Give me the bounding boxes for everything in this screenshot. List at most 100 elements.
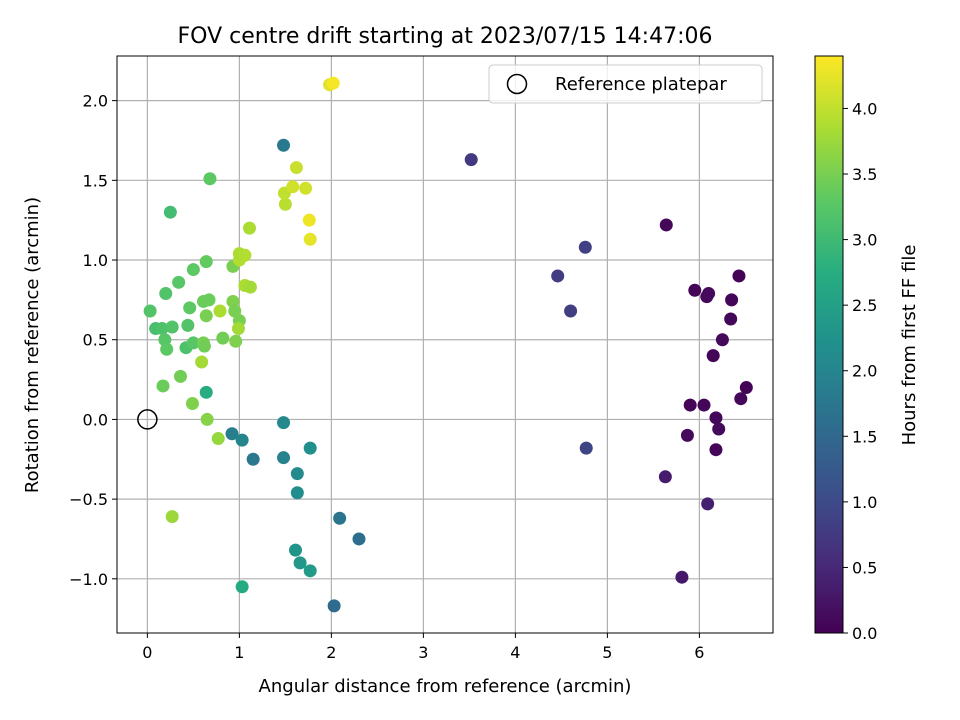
x-tick-label: 3 — [418, 643, 428, 662]
scatter-point — [155, 322, 169, 336]
y-tick-label: −0.5 — [69, 490, 108, 509]
x-tick-label: 5 — [602, 643, 612, 662]
colorbar-label: Hours from first FF file — [899, 245, 920, 446]
y-tick-label: 1.5 — [83, 171, 108, 190]
scatter-point — [203, 172, 217, 186]
scatter-point — [183, 301, 197, 315]
y-tick-label: 0.0 — [83, 410, 108, 429]
scatter-point — [181, 318, 195, 332]
scatter-point — [578, 240, 592, 254]
scatter-point — [352, 532, 366, 546]
scatter-points — [143, 76, 753, 613]
x-tick-label: 6 — [694, 643, 704, 662]
scatter-point — [200, 412, 214, 426]
scatter-point — [197, 339, 211, 353]
plot-frame — [116, 55, 774, 634]
scatter-point — [303, 564, 317, 578]
scatter-point — [688, 283, 702, 297]
scatter-point — [715, 333, 729, 347]
scatter-point — [165, 320, 179, 334]
scatter-point — [709, 411, 723, 425]
scatter-point — [246, 452, 260, 466]
scatter-point — [683, 398, 697, 412]
scatter-point — [277, 416, 291, 430]
colorbar-tick-label: 3.5 — [852, 165, 877, 184]
colorbar-tick-label: 3.0 — [852, 231, 877, 250]
scatter-point — [202, 293, 216, 307]
scatter-point — [211, 432, 225, 446]
scatter-point — [165, 510, 179, 524]
legend: Reference platepar — [488, 64, 763, 104]
scatter-point — [199, 385, 213, 399]
scatter-point — [706, 349, 720, 363]
scatter-point — [680, 428, 694, 442]
scatter-point — [739, 381, 753, 395]
scatter-point — [143, 304, 157, 318]
colorbar-tick-label: 1.5 — [852, 427, 877, 446]
scatter-point — [712, 422, 726, 436]
colorbar-tick-label: 2.0 — [852, 362, 877, 381]
scatter-point — [242, 221, 256, 235]
scatter-point — [725, 293, 739, 307]
scatter-point — [658, 470, 672, 484]
scatter-point — [173, 369, 187, 383]
x-axis-ticks: 0 1 2 3 4 5 6 — [142, 633, 704, 662]
y-tick-label: −1.0 — [69, 570, 108, 589]
scatter-point — [333, 511, 347, 525]
legend-reference-label: Reference platepar — [555, 74, 727, 95]
scatter-point — [697, 398, 711, 412]
colorbar: 0.0 0.5 1.0 1.5 2.0 2.5 3.0 3.5 4.0 Hours from f… — [814, 55, 920, 643]
scatter-point — [732, 269, 746, 283]
colorbar-ticks: 0.0 0.5 1.0 1.5 2.0 2.5 3.0 3.5 4.0 — [843, 99, 877, 643]
scatter-point — [216, 331, 230, 345]
scatter-point — [551, 269, 565, 283]
scatter-point — [286, 180, 300, 194]
y-axis-label: Rotation from reference (arcmin) — [22, 197, 43, 493]
scatter-point — [288, 543, 302, 557]
scatter-point — [701, 497, 715, 511]
scatter-point — [326, 76, 340, 90]
scatter-point — [303, 441, 317, 455]
scatter-point — [186, 336, 200, 350]
y-axis-ticks: −1.0 −0.5 0.0 0.5 1.0 1.5 2.0 — [69, 92, 117, 589]
scatter-point — [659, 218, 673, 232]
scatter-point — [195, 355, 209, 369]
scatter-point — [464, 153, 478, 167]
scatter-point — [564, 304, 578, 318]
colorbar-tick-label: 1.0 — [852, 493, 877, 512]
scatter-point — [289, 161, 303, 175]
scatter-point — [159, 286, 173, 300]
scatter-point — [303, 232, 317, 246]
scatter-point — [199, 255, 213, 269]
colorbar-tick-label: 0.0 — [852, 624, 877, 643]
x-axis-label: Angular distance from reference (arcmin) — [259, 676, 632, 697]
scatter-point — [278, 197, 292, 211]
scatter-point — [327, 599, 341, 613]
y-tick-label: 2.0 — [83, 92, 108, 111]
scatter-point — [724, 312, 738, 326]
y-tick-label: 0.5 — [83, 331, 108, 350]
scatter-point — [277, 138, 291, 152]
scatter-point — [709, 443, 723, 457]
colorbar-tick-label: 0.5 — [852, 558, 877, 577]
scatter-point — [734, 392, 748, 406]
scatter-point — [702, 286, 716, 300]
reference-platepar-marker — [137, 409, 158, 430]
x-tick-label: 0 — [142, 643, 152, 662]
scatter-point — [160, 342, 174, 356]
plot-area — [117, 56, 773, 633]
x-tick-label: 1 — [234, 643, 244, 662]
scatter-point — [172, 275, 186, 289]
colorbar-tick-label: 2.5 — [852, 296, 877, 315]
legend-reference-marker — [506, 73, 528, 95]
scatter-point — [235, 580, 249, 594]
scatter-point — [675, 570, 689, 584]
scatter-point — [579, 441, 593, 455]
scatter-point — [225, 427, 239, 441]
x-tick-label: 2 — [326, 643, 336, 662]
scatter-point — [302, 213, 316, 227]
scatter-point — [163, 205, 177, 219]
y-tick-label: 1.0 — [83, 251, 108, 270]
colorbar-tick-label: 4.0 — [852, 99, 877, 118]
